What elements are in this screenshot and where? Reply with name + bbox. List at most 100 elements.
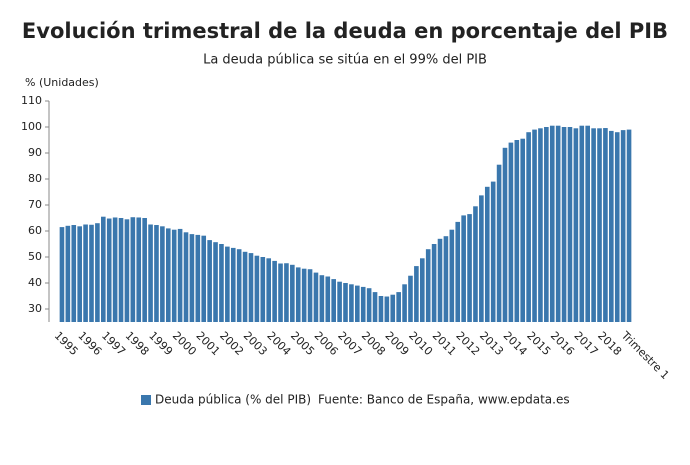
bar bbox=[177, 228, 183, 322]
bar bbox=[207, 240, 212, 322]
bar bbox=[195, 234, 201, 322]
bar bbox=[254, 255, 260, 322]
bar bbox=[160, 226, 165, 322]
x-tick-label: 1996 bbox=[75, 329, 104, 358]
x-tick-label: 2018 bbox=[595, 329, 624, 358]
bar bbox=[419, 258, 425, 322]
x-tick-label: 2015 bbox=[524, 329, 553, 358]
x-tick-label: 1995 bbox=[52, 329, 81, 358]
x-tick-label: 2017 bbox=[572, 329, 601, 358]
bar bbox=[461, 215, 466, 322]
bar bbox=[260, 257, 266, 322]
x-tick-label: 2010 bbox=[406, 329, 435, 358]
x-tick-label: 2002 bbox=[217, 329, 246, 358]
bar bbox=[360, 286, 366, 322]
bar bbox=[609, 130, 614, 322]
bar bbox=[366, 288, 372, 322]
bar bbox=[183, 232, 189, 322]
bar bbox=[213, 242, 218, 322]
bar bbox=[106, 218, 112, 322]
x-tick-label: Trimestre 1 bbox=[618, 328, 672, 382]
bar bbox=[230, 247, 236, 322]
bar bbox=[538, 128, 543, 322]
bar bbox=[484, 186, 490, 322]
bar bbox=[331, 279, 336, 322]
y-tick-label: 70 bbox=[28, 198, 42, 211]
bar bbox=[272, 260, 277, 322]
bar bbox=[479, 195, 484, 322]
bar bbox=[201, 235, 207, 322]
bar bbox=[171, 229, 177, 322]
bar bbox=[496, 164, 502, 322]
bar bbox=[83, 224, 88, 322]
bar bbox=[248, 253, 254, 322]
bar bbox=[508, 142, 514, 322]
bar bbox=[502, 147, 508, 322]
y-tick-label: 40 bbox=[28, 276, 42, 289]
y-tick-label: 30 bbox=[28, 302, 42, 315]
x-tick-label: 2016 bbox=[548, 329, 577, 358]
bar bbox=[579, 125, 585, 322]
bar bbox=[402, 284, 407, 322]
bar bbox=[313, 272, 319, 322]
y-tick-label: 60 bbox=[28, 224, 42, 237]
bar bbox=[349, 284, 354, 322]
bar bbox=[225, 246, 230, 322]
y-tick-label: 90 bbox=[28, 146, 42, 159]
bar bbox=[378, 296, 384, 322]
y-tick-label: 50 bbox=[28, 250, 42, 263]
chart-title: Evolución trimestral de la deuda en porc… bbox=[22, 19, 668, 43]
bar bbox=[118, 218, 124, 322]
bar bbox=[467, 214, 472, 322]
bar bbox=[591, 128, 596, 322]
bar bbox=[112, 217, 118, 322]
bar bbox=[603, 128, 608, 322]
bar bbox=[266, 258, 272, 322]
bar bbox=[408, 275, 413, 322]
bar bbox=[449, 229, 455, 322]
x-tick-label: 2004 bbox=[264, 329, 293, 358]
bar bbox=[242, 251, 248, 322]
bar bbox=[355, 285, 360, 322]
bar bbox=[532, 129, 537, 322]
bar bbox=[520, 138, 526, 322]
y-axis-label: % (Unidades) bbox=[25, 76, 99, 89]
bar bbox=[101, 216, 106, 322]
bar bbox=[136, 217, 142, 322]
bar bbox=[597, 128, 602, 322]
x-tick-label: 2013 bbox=[477, 329, 506, 358]
x-tick-label: 1997 bbox=[99, 329, 128, 358]
x-tick-label: 2014 bbox=[501, 329, 530, 358]
x-tick-label: 1998 bbox=[123, 329, 152, 358]
bar bbox=[236, 249, 242, 322]
x-tick-label: 2001 bbox=[193, 329, 222, 358]
bar bbox=[620, 130, 626, 322]
bar bbox=[585, 125, 590, 322]
bar bbox=[455, 221, 461, 322]
bar bbox=[71, 225, 77, 322]
bar bbox=[614, 132, 620, 322]
y-tick-label: 100 bbox=[21, 120, 42, 133]
bar bbox=[142, 218, 147, 322]
bar bbox=[372, 292, 378, 322]
legend-label: Deuda pública (% del PIB) bbox=[155, 393, 311, 407]
bar bbox=[390, 294, 396, 322]
bar bbox=[549, 125, 555, 322]
bar bbox=[414, 266, 419, 322]
bar bbox=[490, 181, 496, 322]
bar bbox=[65, 225, 71, 322]
bar bbox=[573, 128, 579, 322]
legend-swatch bbox=[141, 395, 151, 405]
bar bbox=[59, 227, 65, 322]
bar bbox=[561, 127, 567, 322]
bar bbox=[555, 125, 561, 322]
bar bbox=[337, 281, 342, 322]
bar bbox=[325, 276, 331, 322]
y-tick-label: 80 bbox=[28, 172, 42, 185]
bar bbox=[526, 132, 531, 322]
bar bbox=[154, 225, 159, 322]
bar bbox=[301, 268, 307, 322]
bar bbox=[626, 129, 632, 322]
bar bbox=[319, 275, 325, 322]
